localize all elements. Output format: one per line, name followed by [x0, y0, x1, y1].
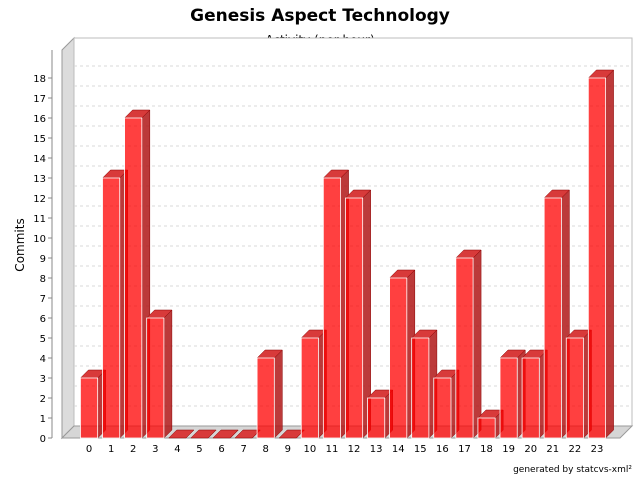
bar-front	[543, 197, 562, 439]
bar-front	[345, 197, 364, 439]
bar-side	[163, 309, 173, 439]
x-tick-label: 22	[569, 444, 582, 455]
bar-front	[499, 357, 518, 439]
bar	[366, 389, 394, 439]
x-tick-label: 10	[304, 444, 317, 455]
bar	[565, 329, 593, 439]
bar-front	[411, 337, 430, 439]
x-tick-label: 9	[285, 444, 291, 455]
bar-front	[521, 357, 540, 439]
x-tick-label: 17	[458, 444, 471, 455]
x-tick-label: 2	[130, 444, 136, 455]
x-tick-label: 6	[218, 444, 224, 455]
footer-credit: generated by statcvs-xml²	[513, 465, 632, 475]
bar	[322, 169, 350, 439]
x-tick-label: 21	[546, 444, 559, 455]
bar-front	[300, 337, 319, 439]
bar-front	[587, 77, 606, 439]
bar	[587, 69, 615, 439]
x-tick-label: 14	[392, 444, 405, 455]
bar-front	[367, 397, 386, 439]
y-tick-label: 10	[33, 234, 46, 245]
bar	[388, 269, 416, 439]
bar	[543, 189, 571, 439]
y-tick-label: 2	[40, 394, 46, 405]
y-tick-label: 13	[33, 174, 46, 185]
x-tick-label: 11	[326, 444, 339, 455]
bar	[477, 409, 504, 439]
x-axis: 0 1 2 3 4 5 6 7 8 9 10 11 12 13 14 15 16 17 18 19 20 21 22 23	[86, 444, 603, 455]
bar	[521, 349, 548, 439]
y-tick-label: 15	[33, 134, 46, 145]
bar-front	[322, 177, 341, 439]
y-tick-label: 16	[33, 114, 46, 125]
bar	[79, 369, 107, 439]
y-tick-label: 5	[40, 334, 46, 345]
x-tick-label: 4	[174, 444, 180, 455]
x-tick-label: 5	[196, 444, 202, 455]
x-tick-label: 1	[108, 444, 114, 455]
y-tick-label: 0	[40, 434, 46, 445]
bar-front	[80, 377, 99, 439]
bars	[79, 69, 615, 439]
bar-front	[102, 177, 121, 439]
x-tick-label: 20	[524, 444, 537, 455]
bar	[433, 369, 460, 439]
bar-front	[477, 417, 496, 439]
bar	[455, 249, 482, 439]
bar-side	[605, 69, 614, 439]
x-tick-label: 0	[86, 444, 92, 455]
y-tick-label: 18	[33, 74, 46, 85]
bar-top	[190, 429, 217, 439]
x-tick-label: 16	[436, 444, 449, 455]
bar-front	[256, 357, 275, 439]
bar	[499, 349, 526, 439]
x-tick-label: 23	[591, 444, 604, 455]
bar-side	[472, 249, 482, 439]
y-tick-label: 3	[40, 374, 46, 385]
bar-front	[124, 117, 143, 439]
y-tick-label: 14	[33, 154, 46, 165]
bar-top	[212, 429, 239, 439]
x-tick-label: 12	[348, 444, 361, 455]
y-tick-label: 17	[33, 94, 46, 105]
chart-title: Genesis Aspect Technology	[190, 6, 450, 26]
y-tick-label: 12	[33, 194, 46, 205]
y-tick-label: 8	[40, 274, 46, 285]
x-tick-label: 7	[240, 444, 246, 455]
y-tick-label: 4	[40, 354, 46, 365]
x-tick-label: 8	[263, 444, 269, 455]
bar	[300, 329, 328, 439]
y-axis-label: Commits	[13, 218, 27, 271]
bar	[212, 429, 239, 439]
bar-front	[146, 317, 165, 439]
y-tick-label: 6	[40, 314, 46, 325]
bar	[344, 189, 372, 439]
y-tick-label: 9	[40, 254, 46, 265]
x-tick-label: 13	[370, 444, 383, 455]
bar	[411, 329, 438, 439]
bar	[123, 109, 151, 439]
x-tick-label: 18	[480, 444, 493, 455]
y-tick-label: 1	[40, 414, 46, 425]
y-tick-label: 7	[40, 294, 46, 305]
bar	[168, 429, 195, 439]
bar-side	[274, 349, 283, 439]
bar	[146, 309, 173, 439]
bar-top	[168, 429, 195, 439]
bar-front	[565, 337, 584, 439]
bar-front	[433, 377, 452, 439]
bar-front	[455, 257, 474, 439]
bar-front	[389, 277, 408, 439]
y-tick-label: 11	[33, 214, 46, 225]
x-tick-label: 3	[152, 444, 158, 455]
x-tick-label: 19	[502, 444, 515, 455]
x-tick-label: 15	[414, 444, 427, 455]
bar	[190, 429, 217, 439]
bar	[256, 349, 283, 439]
plot-left-wall	[61, 36, 75, 440]
bar	[101, 169, 129, 439]
